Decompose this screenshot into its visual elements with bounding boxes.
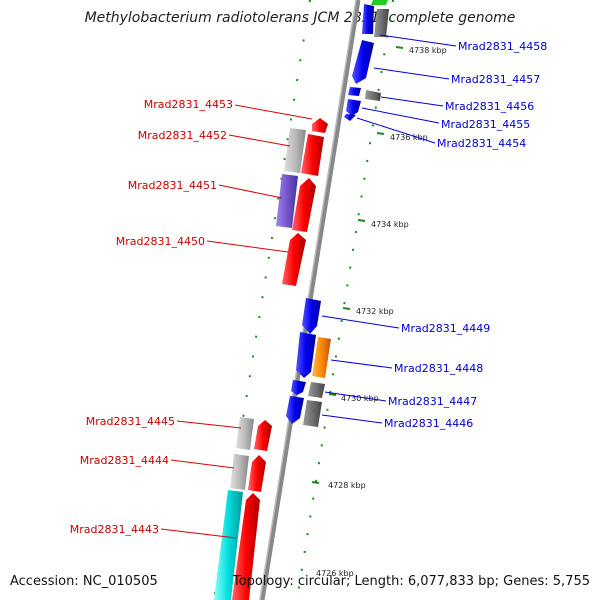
gene-label[interactable]: Mrad2831_4446: [384, 417, 473, 430]
gene-mrad2831-4447-arrow: [291, 380, 306, 395]
inner-dotted-track: [213, 0, 311, 600]
gene-label[interactable]: Mrad2831_4457: [451, 73, 540, 86]
ruler-tick-mark: [376, 132, 385, 135]
ruler-tick-label: 4736 kbp: [390, 133, 428, 142]
leader-line: [361, 107, 440, 124]
gene-mrad2831-4451-arrow: [292, 178, 316, 232]
gene-label[interactable]: Mrad2831_4451: [128, 179, 217, 192]
leader-line: [379, 34, 457, 47]
gene-label[interactable]: Mrad2831_4448: [394, 362, 483, 375]
gene-label[interactable]: Mrad2831_4444: [80, 454, 169, 467]
ruler-tick-mark: [311, 481, 320, 484]
leader-line: [218, 184, 283, 199]
gene-mrad2831-4458-arrow: [362, 4, 374, 34]
ruler-tick-label: 4726 kbp: [316, 569, 354, 578]
gene-mrad2831-4443-arrow: [232, 493, 260, 600]
leader-line: [330, 359, 393, 369]
ruler-tick-mark: [357, 219, 366, 222]
gene-label[interactable]: Mrad2831_4454: [437, 137, 526, 150]
gene-mrad2831-4444-arrow: [248, 455, 266, 492]
ruler-tick-label: 4730 kbp: [341, 394, 379, 403]
gene-mrad2831-4458-gray: [374, 9, 389, 37]
gene-label[interactable]: Mrad2831_4447: [388, 395, 477, 408]
leader-line: [356, 117, 436, 144]
ruler-tick-mark: [328, 393, 337, 396]
ruler-tick-mark: [395, 46, 404, 49]
gene-mrad2831-4450-arrow: [282, 233, 306, 286]
gene-mrad2831-4453-arrow: [312, 118, 328, 133]
leader-line: [170, 459, 235, 469]
leader-line: [321, 414, 383, 424]
ruler-tick-label: 4728 kbp: [328, 481, 366, 490]
gene-label[interactable]: Mrad2831_4452: [138, 129, 227, 142]
gene-green-feature: [371, 0, 388, 5]
gene-mrad2831-4452-gray: [284, 128, 306, 173]
gene-label[interactable]: Mrad2831_4450: [116, 235, 205, 248]
gene-mrad2831-4455-arrow: [346, 99, 361, 116]
gene-label[interactable]: Mrad2831_4456: [445, 100, 534, 113]
gene-label[interactable]: Mrad2831_4443: [70, 523, 159, 536]
gene-mrad2831-4447-gray: [308, 382, 325, 398]
ruler-tick-label: 4734 kbp: [371, 220, 409, 229]
gene-mrad2831-4446-arrow: [286, 396, 304, 424]
gene-mrad2831-4452-arrow: [301, 134, 324, 176]
topology-text: Topology: circular; Length: 6,077,833 bp…: [232, 574, 590, 589]
gene-label[interactable]: Mrad2831_4453: [144, 98, 233, 111]
leader-line: [380, 96, 444, 107]
gene-mrad2831-4446-gray: [303, 400, 322, 427]
gene-label[interactable]: Mrad2831_4449: [401, 322, 490, 335]
gene-mrad2831-4456-arrow: [348, 87, 361, 96]
gene-mrad2831-4457-arrow: [352, 40, 374, 84]
leader-line: [324, 391, 387, 402]
gene-mrad2831-4449-arrow: [302, 298, 321, 334]
gene-label[interactable]: Mrad2831_4455: [441, 118, 530, 131]
gene-mrad2831-4448-orange: [312, 337, 331, 378]
leader-line: [234, 104, 313, 120]
gene-mrad2831-4445-gray: [236, 417, 254, 450]
gene-label[interactable]: Mrad2831_4445: [86, 415, 175, 428]
gene-label[interactable]: Mrad2831_4458: [458, 40, 547, 53]
ruler-tick-mark: [342, 307, 351, 310]
leader-line: [206, 240, 289, 253]
gene-mrad2831-4456-gray: [365, 90, 381, 101]
gene-mrad2831-4454-arrow: [344, 114, 356, 121]
ruler-tick-label: 4732 kbp: [356, 307, 394, 316]
map-title: Methylobacterium radiotolerans JCM 2831,…: [84, 10, 516, 26]
gene-mrad2831-4451-purple: [276, 174, 298, 228]
accession-text: Accession: NC_010505: [10, 574, 158, 589]
gene-mrad2831-4448-arrow: [296, 332, 316, 378]
leader-line: [176, 420, 242, 429]
gene-mrad2831-4445-arrow: [254, 420, 272, 451]
gene-mrad2831-4444-gray: [230, 454, 249, 490]
ruler-tick-label: 4738 kbp: [409, 46, 447, 55]
leader-line: [321, 315, 400, 329]
gene-mrad2831-4443-cyan: [214, 490, 243, 600]
leader-line: [373, 67, 450, 80]
leader-line: [228, 134, 291, 147]
leader-line: [160, 528, 237, 539]
